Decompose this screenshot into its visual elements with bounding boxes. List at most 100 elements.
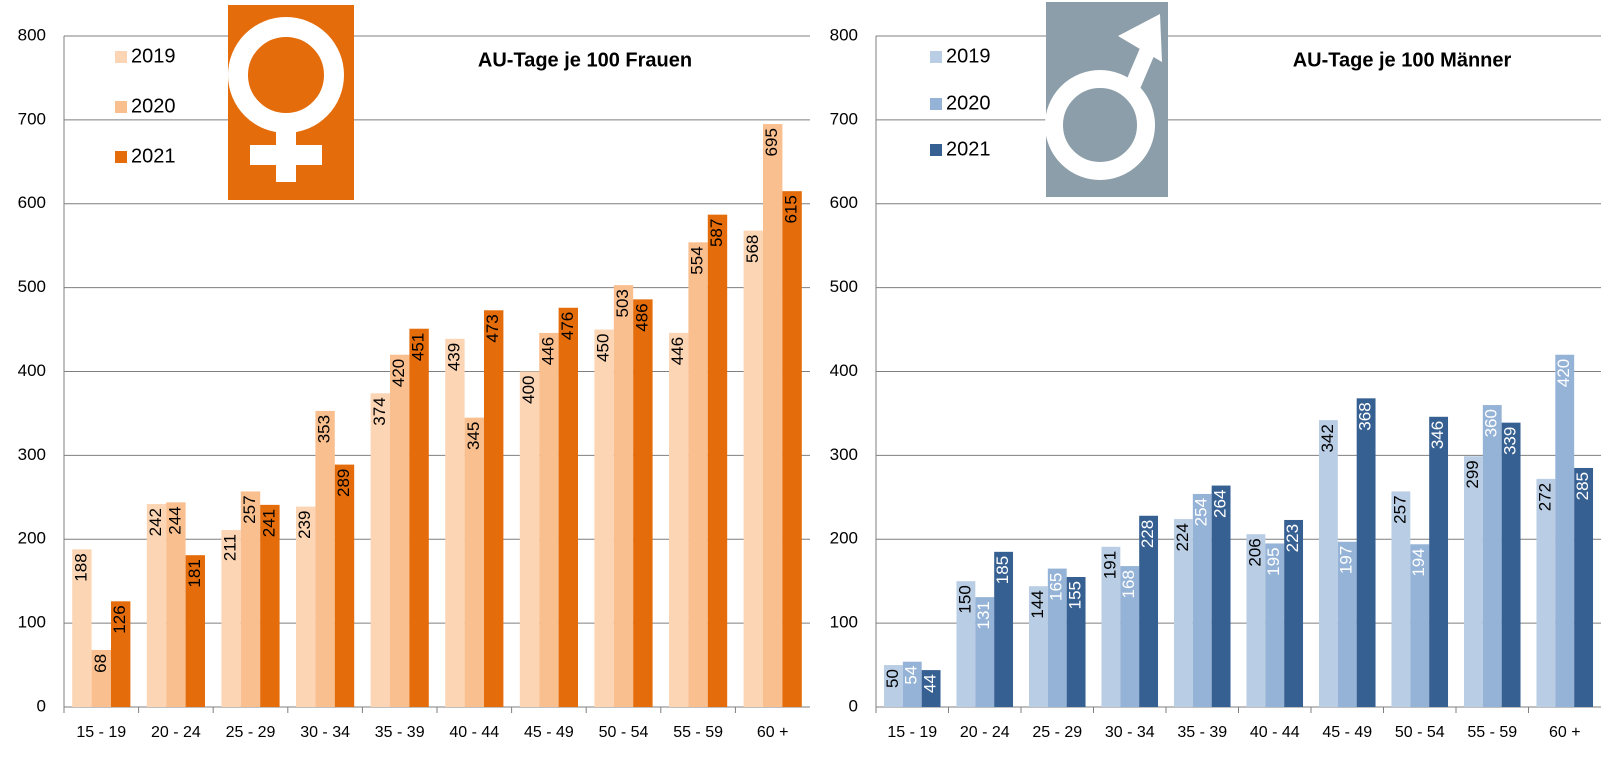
y-tick-label: 400 xyxy=(830,361,858,380)
value-label: 451 xyxy=(409,333,428,361)
bar xyxy=(1139,515,1159,707)
y-tick-label: 400 xyxy=(18,361,46,380)
value-label: 126 xyxy=(110,605,129,633)
x-tick-label: 45 - 49 xyxy=(1322,724,1372,741)
legend-swatch xyxy=(115,151,127,163)
bar xyxy=(594,329,614,707)
bar xyxy=(1318,420,1338,707)
bar xyxy=(539,332,559,707)
legend-label: 2021 xyxy=(946,138,991,160)
y-tick-label: 300 xyxy=(18,445,46,464)
bar xyxy=(1356,398,1376,707)
bar xyxy=(1284,519,1304,707)
bar xyxy=(1501,422,1521,707)
bar xyxy=(1410,544,1430,707)
bar xyxy=(296,506,316,707)
value-label: 241 xyxy=(259,509,278,537)
value-label: 450 xyxy=(594,334,613,362)
value-label: 239 xyxy=(295,511,314,539)
bar xyxy=(633,299,653,707)
value-label: 228 xyxy=(1138,520,1157,548)
bar xyxy=(1429,416,1449,707)
bar xyxy=(370,393,391,707)
bar xyxy=(390,354,410,707)
value-label: 272 xyxy=(1535,483,1554,511)
value-label: 289 xyxy=(334,469,353,497)
value-label: 486 xyxy=(632,303,651,331)
bar xyxy=(688,242,708,707)
y-tick-label: 200 xyxy=(18,529,46,548)
legend-label: 2020 xyxy=(946,92,991,114)
bar xyxy=(782,191,802,707)
bar xyxy=(1211,485,1231,707)
bar xyxy=(1482,405,1502,707)
value-label: 257 xyxy=(240,495,259,523)
bar xyxy=(260,504,280,707)
value-label: 181 xyxy=(185,559,204,587)
bar xyxy=(1120,566,1140,707)
value-label: 420 xyxy=(1554,359,1573,387)
y-tick-label: 800 xyxy=(18,25,46,44)
y-tick-label: 100 xyxy=(830,613,858,632)
bar xyxy=(1536,478,1556,707)
value-label: 185 xyxy=(993,556,1012,584)
value-label: 191 xyxy=(1100,551,1119,579)
bar xyxy=(994,551,1014,707)
value-label: 131 xyxy=(974,601,993,629)
value-label: 568 xyxy=(743,235,762,263)
value-label: 211 xyxy=(221,534,240,561)
x-tick-label: 55 - 59 xyxy=(1467,724,1517,741)
bars xyxy=(72,124,1594,708)
x-tick-label: 50 - 54 xyxy=(1395,724,1445,741)
value-label: 264 xyxy=(1211,490,1230,518)
value-label: 223 xyxy=(1283,524,1302,552)
x-tick-label: 15 - 19 xyxy=(76,724,126,741)
female-icon xyxy=(250,145,322,165)
value-label: 244 xyxy=(165,506,184,534)
value-label: 254 xyxy=(1192,498,1211,526)
bar xyxy=(743,230,764,707)
value-label: 554 xyxy=(688,246,707,274)
bar xyxy=(445,338,465,707)
chart-title: AU-Tage je 100 Männer xyxy=(1293,49,1512,71)
legend-swatch xyxy=(115,101,127,113)
bar xyxy=(883,665,903,707)
y-tick-label: 700 xyxy=(18,109,46,128)
bar xyxy=(975,597,995,707)
value-label: 400 xyxy=(519,376,538,404)
male-icon xyxy=(1045,70,1155,180)
value-label: 473 xyxy=(483,314,502,342)
value-label: 224 xyxy=(1173,523,1192,551)
x-tick-label: 20 - 24 xyxy=(960,724,1010,741)
x-tick-label: 45 - 49 xyxy=(524,724,574,741)
bar xyxy=(1337,541,1357,707)
y-tick-label: 100 xyxy=(18,613,46,632)
value-label: 150 xyxy=(955,585,974,613)
bar xyxy=(519,371,540,707)
value-label: 242 xyxy=(146,508,165,536)
x-tick-label: 55 - 59 xyxy=(673,724,723,741)
bar xyxy=(240,491,261,707)
value-label: 446 xyxy=(668,337,687,365)
x-tick-label: 20 - 24 xyxy=(151,724,201,741)
bar xyxy=(334,464,355,707)
value-label: 339 xyxy=(1501,427,1520,455)
value-label: 195 xyxy=(1264,547,1283,575)
bar xyxy=(91,649,111,707)
value-label: 346 xyxy=(1428,421,1447,449)
bar xyxy=(921,670,941,707)
male-icon xyxy=(1118,14,1162,62)
value-label: 155 xyxy=(1066,581,1085,609)
bar xyxy=(558,307,578,707)
x-tick-label: 60 + xyxy=(1549,724,1581,741)
value-label: 360 xyxy=(1482,409,1501,437)
y-tick-label: 0 xyxy=(37,696,46,715)
value-label: 68 xyxy=(91,654,110,673)
value-label: 54 xyxy=(902,666,921,685)
bar xyxy=(1047,568,1067,707)
value-label: 615 xyxy=(782,195,801,223)
value-label: 299 xyxy=(1463,460,1482,488)
bar xyxy=(185,555,205,707)
value-label: 374 xyxy=(370,397,389,425)
